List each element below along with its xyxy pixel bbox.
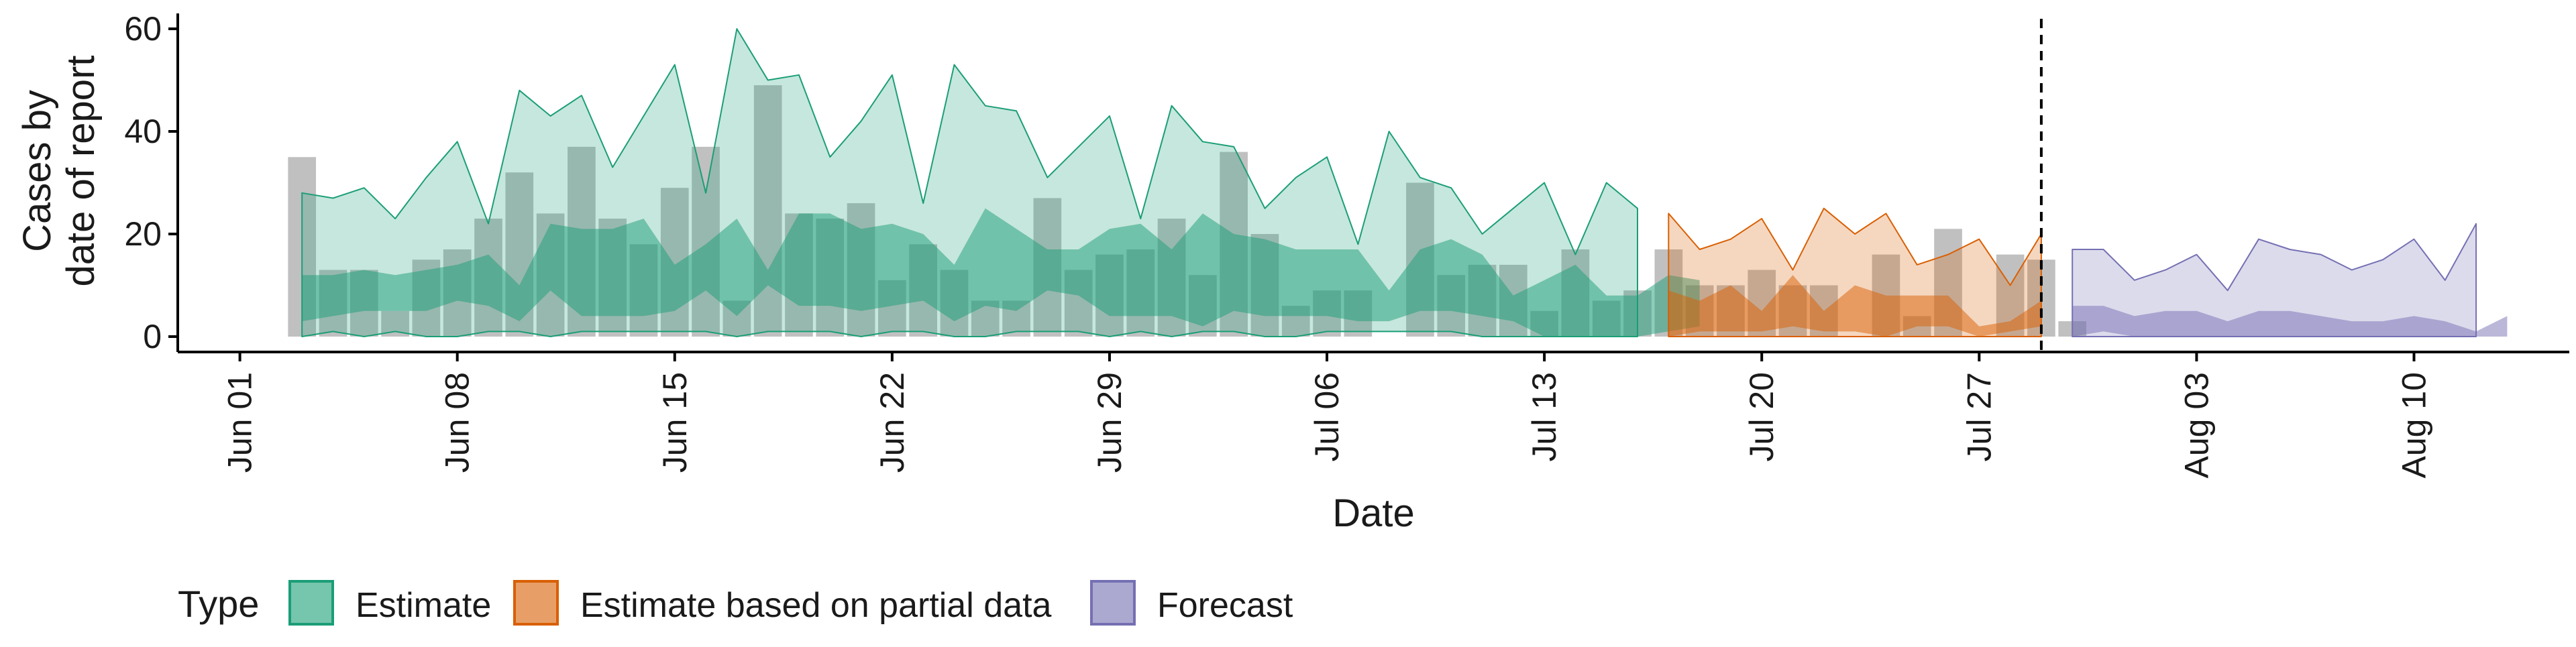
x-tick-label: Jun 22 [873,372,911,473]
plot-data [288,19,2508,352]
y-tick-label: 60 [124,10,162,48]
x-tick-label: Aug 03 [2178,372,2215,478]
y-axis-title-line-2: date of report [59,56,103,287]
legend-swatch [1090,580,1136,626]
x-tick-label: Jul 27 [1960,372,1998,461]
x-tick-label: Jul 06 [1308,372,1346,461]
x-tick-label: Jul 20 [1743,372,1780,461]
y-ticks: 0 20 40 60 [124,10,178,355]
legend-item-label: Forecast [1157,586,1293,625]
reported-case-bar [753,85,782,337]
y-axis-title-line-1: Cases by [15,90,59,252]
legend-title: Type [178,583,259,625]
inner-interval-estimate-based-on-partial-data [1668,275,2041,337]
x-axis-title: Date [1332,491,1415,535]
y-tick-label: 20 [124,215,162,253]
legend-swatch [513,580,559,626]
y-tick-label: 40 [124,113,162,150]
legend-swatch [288,580,334,626]
x-tick-label: Jun 15 [656,372,694,473]
x-tick-label: Jun 01 [221,372,259,473]
y-tick-label: 0 [143,318,162,355]
inner-interval-estimate [302,208,1700,337]
x-tick-label: Aug 10 [2396,372,2433,478]
x-ticks: Jun 01 Jun 08 Jun 15 Jun 22 Jun 29 Jul 06 Jul … [221,352,2433,478]
legend-item-label: Estimate [356,586,491,625]
x-tick-label: Jul 13 [1525,372,1563,461]
legend: Type Estimate Estimate based on partial d… [178,580,1293,626]
inner-interval-forecast [2072,306,2508,337]
x-tick-label: Jun 29 [1091,372,1128,473]
legend-item-label: Estimate based on partial data [580,586,1052,625]
x-tick-label: Jun 08 [439,372,476,473]
